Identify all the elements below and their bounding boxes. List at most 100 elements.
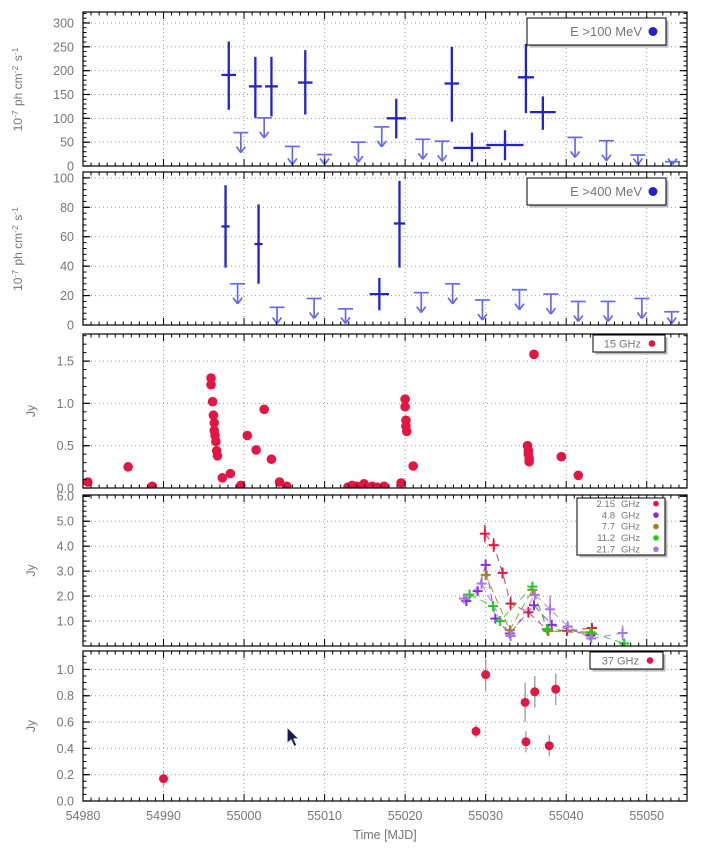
gridlines-e-gt-100mev bbox=[83, 12, 687, 166]
panel-e-gt-400mev: 0 20 40 60 80 100 10-7 ph cm-2 s-1 E >400 MeV bbox=[10, 171, 688, 333]
svg-text:55010: 55010 bbox=[307, 809, 342, 823]
svg-text:0.0: 0.0 bbox=[57, 482, 74, 496]
ytick-labels-e-gt-100mev: 0 50 100 150 200 250 300 bbox=[53, 16, 74, 173]
svg-text:5.0: 5.0 bbox=[57, 515, 74, 529]
svg-text:E >400 MeV: E >400 MeV bbox=[570, 184, 642, 199]
svg-text:21.7: 21.7 bbox=[597, 545, 616, 556]
data-e-gt-100mev bbox=[221, 41, 681, 166]
gridlines-37ghz bbox=[83, 651, 687, 801]
svg-text:2.0: 2.0 bbox=[57, 590, 74, 604]
panel-multi-ghz: 1.0 2.0 3.0 4.0 5.0 6.0 Jy 2.15 GHz 4.8 GHz 7.7 GHz 1… bbox=[24, 490, 688, 647]
svg-text:GHz: GHz bbox=[621, 545, 640, 556]
svg-text:15 GHz: 15 GHz bbox=[604, 338, 641, 350]
legend-15ghz: 15 GHz bbox=[592, 334, 668, 355]
svg-text:1.5: 1.5 bbox=[57, 355, 74, 369]
svg-text:60: 60 bbox=[60, 230, 74, 244]
svg-text:55020: 55020 bbox=[388, 809, 423, 823]
svg-text:E >100 MeV: E >100 MeV bbox=[570, 24, 642, 39]
svg-text:GHz: GHz bbox=[621, 533, 640, 544]
svg-text:54990: 54990 bbox=[146, 809, 181, 823]
svg-text:0.0: 0.0 bbox=[57, 795, 74, 809]
ytick-labels-e-gt-400mev: 0 20 40 60 80 100 bbox=[53, 171, 74, 332]
svg-text:Time [MJD]: Time [MJD] bbox=[353, 828, 416, 842]
svg-text:55050: 55050 bbox=[629, 809, 664, 823]
svg-text:40: 40 bbox=[60, 260, 74, 274]
data-multi-ghz bbox=[458, 524, 630, 646]
svg-text:GHz: GHz bbox=[621, 510, 640, 521]
detections-e-gt-400mev bbox=[221, 180, 406, 311]
svg-text:0.8: 0.8 bbox=[57, 689, 74, 703]
detections-e-gt-100mev bbox=[221, 41, 556, 162]
ticks-e-gt-100mev bbox=[82, 12, 688, 167]
svg-text:0.6: 0.6 bbox=[57, 716, 74, 730]
svg-text:3.0: 3.0 bbox=[57, 565, 74, 579]
ytick-labels-37ghz: 0.0 0.2 0.4 0.6 0.8 1.0 bbox=[57, 663, 74, 809]
frame-multi-ghz bbox=[82, 494, 688, 647]
legend-37ghz: 37 GHz bbox=[589, 651, 666, 672]
svg-text:6.0: 6.0 bbox=[57, 490, 74, 504]
gridlines-e-gt-400mev bbox=[83, 172, 687, 325]
panel-e-gt-100mev: 0 50 100 150 200 250 300 10-7 ph cm-2 s-1 E >10… bbox=[10, 11, 688, 174]
panel-37ghz: 0.0 0.2 0.4 0.6 0.8 1.0 Jy 37 GHz bbox=[24, 650, 688, 809]
panel-15ghz: 0.0 0.5 1.0 1.5 Jy 15 GHz bbox=[24, 333, 688, 496]
svg-text:Jy: Jy bbox=[24, 565, 38, 577]
svg-text:0.2: 0.2 bbox=[57, 768, 74, 782]
svg-text:300: 300 bbox=[53, 16, 74, 30]
points-37ghz bbox=[159, 658, 561, 787]
svg-text:55000: 55000 bbox=[227, 809, 262, 823]
gridlines-15ghz bbox=[83, 334, 687, 488]
gridlines-multi-ghz bbox=[83, 495, 687, 646]
svg-text:0.4: 0.4 bbox=[57, 742, 74, 756]
ylabel-e-gt-100mev: 10-7 ph cm-2 s-1 bbox=[10, 47, 25, 132]
frame-37ghz bbox=[82, 650, 688, 802]
ticks-37ghz bbox=[82, 651, 688, 802]
svg-text:54980: 54980 bbox=[66, 809, 101, 823]
svg-text:0: 0 bbox=[67, 160, 74, 174]
mouse-cursor bbox=[286, 725, 301, 748]
svg-text:7.7: 7.7 bbox=[602, 522, 615, 533]
svg-text:1.0: 1.0 bbox=[57, 615, 74, 629]
ylabel-multi-ghz: Jy bbox=[24, 565, 38, 577]
svg-text:4.8: 4.8 bbox=[602, 510, 615, 521]
svg-text:4.0: 4.0 bbox=[57, 540, 74, 554]
ticks-e-gt-400mev bbox=[82, 171, 688, 326]
svg-text:1.0: 1.0 bbox=[57, 663, 74, 677]
series-11-2-GHz bbox=[464, 581, 630, 646]
ylabel-e-gt-400mev: 10-7 ph cm-2 s-1 bbox=[10, 206, 25, 291]
svg-text:20: 20 bbox=[60, 289, 74, 303]
svg-text:100: 100 bbox=[53, 112, 74, 126]
legend-multi-ghz: 2.15 GHz 4.8 GHz 7.7 GHz 11.2 GHz 21.7 GHz bbox=[576, 497, 668, 558]
svg-text:GHz: GHz bbox=[621, 499, 640, 510]
frame-e-gt-100mev bbox=[82, 11, 688, 167]
ytick-labels-multi-ghz: 1.0 2.0 3.0 4.0 5.0 6.0 bbox=[57, 490, 74, 629]
legend-e-gt-400mev: E >400 MeV bbox=[526, 177, 669, 208]
svg-text:150: 150 bbox=[53, 88, 74, 102]
legend-e-gt-100mev: E >100 MeV bbox=[526, 17, 669, 48]
svg-text:Jy: Jy bbox=[24, 720, 38, 732]
svg-text:10-7 ph cm-2 s-1: 10-7 ph cm-2 s-1 bbox=[10, 206, 25, 291]
svg-text:50: 50 bbox=[60, 136, 74, 150]
xaxis-title: Time [MJD] bbox=[353, 828, 416, 842]
series-21-7-GHz bbox=[458, 578, 628, 644]
ytick-labels-15ghz: 0.0 0.5 1.0 1.5 bbox=[57, 355, 74, 496]
svg-text:0: 0 bbox=[67, 319, 74, 333]
svg-text:10-7 ph cm-2 s-1: 10-7 ph cm-2 s-1 bbox=[10, 47, 25, 132]
xtick-labels: 54980 54990 55000 55010 55020 55030 55040 55050 bbox=[66, 809, 665, 823]
svg-text:55040: 55040 bbox=[549, 809, 584, 823]
svg-text:200: 200 bbox=[53, 64, 74, 78]
svg-text:2.15: 2.15 bbox=[597, 499, 616, 510]
svg-text:11.2: 11.2 bbox=[597, 533, 615, 544]
data-37ghz bbox=[159, 658, 561, 787]
svg-text:GHz: GHz bbox=[621, 522, 640, 533]
svg-text:55030: 55030 bbox=[468, 809, 503, 823]
svg-text:37 GHz: 37 GHz bbox=[602, 655, 639, 667]
svg-text:Jy: Jy bbox=[24, 405, 38, 417]
svg-text:100: 100 bbox=[53, 171, 74, 185]
svg-text:80: 80 bbox=[60, 201, 74, 215]
svg-text:1.0: 1.0 bbox=[57, 397, 74, 411]
upper-limits-e-gt-100mev bbox=[233, 116, 681, 166]
svg-text:250: 250 bbox=[53, 40, 74, 54]
ylabel-15ghz: Jy bbox=[24, 405, 38, 417]
